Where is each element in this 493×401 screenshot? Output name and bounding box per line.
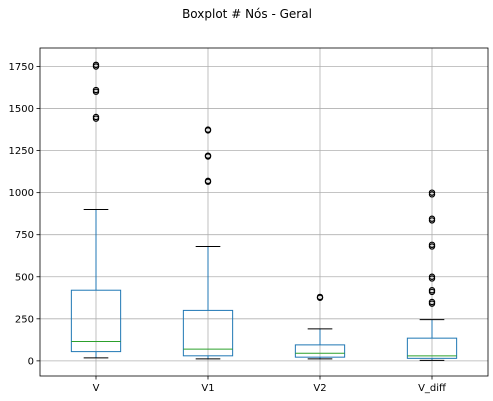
- y-tick-label: 500: [15, 272, 34, 283]
- outlier-point: [92, 113, 100, 121]
- box-V: [70, 61, 122, 359]
- outlier-point: [204, 177, 212, 185]
- box-V2: [294, 293, 346, 360]
- outlier-point: [428, 298, 436, 306]
- outlier-point: [92, 61, 100, 69]
- outlier-point: [204, 126, 212, 133]
- box-layer: [70, 61, 458, 361]
- outlier-point: [428, 273, 436, 280]
- iqr-box: [182, 309, 234, 357]
- box-V_diff: [406, 189, 458, 361]
- y-tick-label: 1000: [9, 188, 34, 199]
- grid-layer: [40, 48, 488, 376]
- y-tick-label: 1500: [9, 104, 34, 115]
- plot-frame: [39, 47, 489, 377]
- iqr-box: [294, 344, 346, 358]
- x-tick-label: V1: [201, 383, 214, 394]
- outlier-point: [316, 293, 324, 301]
- axis-layer: 0 250 500 750 1000 1250 1500 1750 V V1 V2 V_diff: [9, 47, 489, 394]
- outlier-point: [428, 287, 436, 294]
- box-V1: [182, 126, 234, 360]
- outlier-point: [428, 241, 436, 248]
- y-tick-label: 250: [15, 314, 34, 325]
- outlier-point: [92, 86, 100, 94]
- outlier-point: [428, 215, 436, 222]
- x-tick-label: V_diff: [418, 383, 447, 394]
- y-tick-label: 1750: [9, 62, 34, 73]
- y-tick-label: 1250: [9, 146, 34, 157]
- x-tick-label: V: [93, 383, 100, 394]
- outlier-point: [204, 152, 212, 159]
- y-tick-label: 0: [28, 356, 34, 367]
- y-tick-label: 750: [15, 230, 34, 241]
- x-tick-label: V2: [313, 383, 326, 394]
- chart-title: Boxplot # Nós - Geral: [182, 7, 312, 21]
- iqr-box: [70, 289, 122, 353]
- outlier-point: [428, 189, 436, 196]
- iqr-box: [406, 337, 458, 359]
